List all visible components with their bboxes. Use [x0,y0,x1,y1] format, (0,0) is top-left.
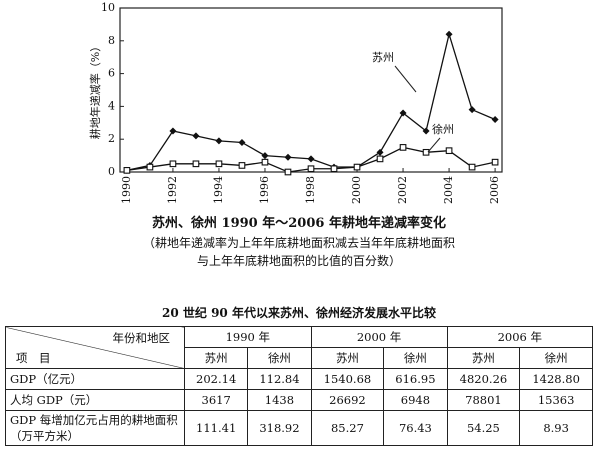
point [376,148,384,156]
year-header: 2006 年 [446,326,594,348]
cell: 6948 [383,389,448,411]
year-header: 2000 年 [310,326,448,348]
point [330,165,338,173]
point [192,132,200,140]
region-header: 苏州 [310,347,385,369]
row-label: GDP 每增加亿元占用的耕地面积（万平方米） [5,410,185,446]
row-label: GDP（亿元） [5,368,185,390]
y-tick-label: 2 [108,132,115,145]
cell: 112.84 [247,368,312,390]
y-axis-label: 耕地年递减率（%） [88,41,102,139]
series-line [126,31,496,171]
row-label: 人均 GDP（元） [5,389,185,411]
point [261,152,269,160]
x-tick-label: 1998 [304,176,317,204]
table-row: 人均 GDP（元） 3617 1438 26692 6948 78801 15363 [5,389,593,411]
cell: 26692 [310,389,385,411]
point [284,153,292,161]
point [468,106,476,114]
point [468,163,476,171]
x-tick-label: 2006 [488,176,501,204]
region-header: 徐州 [383,347,448,369]
point [169,127,177,135]
chart: 耕地年递减率（%） 0 2 4 6 8 10 1990 1992 1994 1996 1998 200… [88,1,503,204]
y-tick-label: 6 [108,67,115,80]
cell: 111.41 [183,410,249,446]
x-tick-label: 1992 [166,176,179,204]
series-label: 徐州 [432,122,454,136]
point [491,158,499,166]
point [123,167,131,174]
point [238,162,246,169]
y-tick-label: 4 [108,99,115,112]
cell: 54.25 [446,410,521,446]
series-label: 苏州 [372,51,394,64]
point [353,163,361,171]
cell: 318.92 [247,410,312,446]
point [215,137,223,145]
cell: 85.27 [310,410,385,446]
x-tick-label: 1994 [212,176,225,204]
chart-subtitle: （耕地年递减率为上年年底耕地面积减去当年年底耕地面积 [142,236,455,250]
cell: 8.93 [519,410,593,446]
cell: 616.95 [383,368,448,390]
point [491,116,499,124]
point [215,160,223,168]
year-header: 1990 年 [184,326,312,348]
leader [427,137,441,153]
cell: 76.43 [383,410,448,446]
point [307,155,315,163]
leader [394,65,417,93]
x-tick-label: 2002 [396,176,409,204]
point [422,127,430,135]
cell: 1438 [247,389,312,411]
region-header: 徐州 [247,347,312,369]
cell: 4820.26 [446,368,521,390]
point [261,158,269,166]
plot-frame [119,7,503,173]
table: 年份和地区 项 目 1990 年 2000 年 2006 年 苏州 徐州 苏州 徐州苏… [5,326,594,446]
point [445,147,453,155]
point [238,138,246,146]
cell: 78801 [446,389,521,411]
point [376,155,384,163]
chart-subtitle: 与上年年底耕地面积的比值的百分数） [196,254,401,268]
y-tick-label: 0 [108,165,115,178]
point [146,163,154,171]
cell: 1428.80 [519,368,593,390]
x-tick-label: 2000 [350,176,363,204]
table-row: GDP 每增加亿元占用的耕地面积（万平方米） 111.41 318.92 85.27 7… [5,410,593,446]
point [399,109,407,117]
x-tick-label: 2004 [442,176,455,204]
region-header: 苏州 [446,347,521,369]
region-header: 苏州 [183,347,249,369]
x-tick-label: 1996 [258,176,271,204]
region-header: 徐州 [519,347,593,369]
region-row: 苏州 徐州 苏州 徐州 苏州 徐州 [6,347,593,369]
corner-bottom: 项 目 [16,350,51,365]
cell: 15363 [519,389,593,411]
cell: 1540.68 [310,368,385,390]
y-tick-label: 10 [101,1,115,14]
point [399,144,407,151]
point [445,30,453,38]
point [192,160,200,168]
cell: 3617 [183,389,249,411]
cell: 202.14 [183,368,249,390]
point [307,165,315,173]
corner-cell: 年份和地区 项 目 [5,326,185,369]
point [284,168,292,176]
table-title: 20 世纪 90 年代以来苏州、徐州经济发展水平比较 [162,306,436,320]
point [422,148,430,156]
y-tick-label: 8 [108,34,115,47]
chart-title: 苏州、徐州 1990 年～2006 年耕地年递减率变化 [152,216,446,231]
table-row: GDP（亿元） 202.14 112.84 1540.68 616.95 4820.26 1… [5,368,593,390]
x-tick-label: 1990 [120,176,133,204]
point [169,160,177,168]
corner-top: 年份和地区 [112,330,171,345]
